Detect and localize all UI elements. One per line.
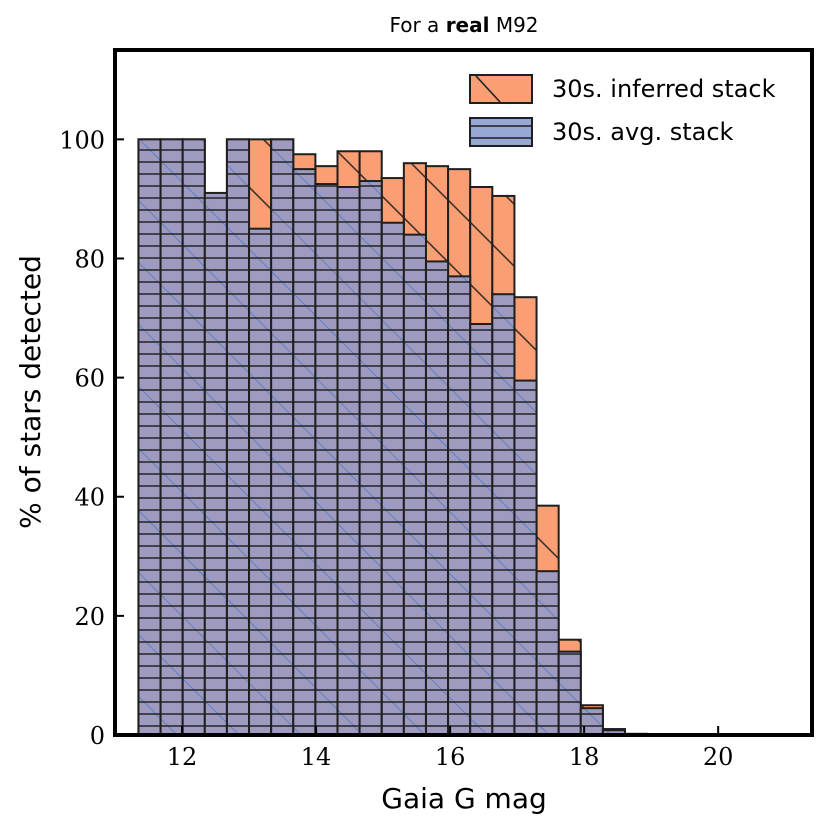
x-tick-label: 18 — [569, 743, 600, 771]
legend-hatch-avg — [470, 125, 532, 139]
bar-avg — [314, 183, 339, 737]
bar-avg — [402, 233, 427, 737]
bar-avg — [159, 138, 184, 736]
y-tick-label: 40 — [74, 484, 105, 512]
y-axis-label: % of stars detected — [14, 255, 47, 529]
chart-title: For a real M92 — [389, 13, 538, 37]
bar-avg — [513, 379, 538, 736]
bar-avg — [203, 191, 228, 736]
bar-avg — [469, 323, 494, 736]
y-tick-label: 0 — [90, 722, 105, 750]
x-tick-label: 12 — [167, 743, 198, 771]
legend-swatch-avg — [469, 117, 533, 147]
y-tick-label: 80 — [74, 245, 105, 273]
bar-avg — [225, 138, 251, 736]
bar-avg — [557, 650, 582, 737]
bar-avg — [292, 168, 317, 736]
bar-avg — [424, 260, 450, 736]
bar-avg — [358, 180, 383, 737]
legend-label-inferred: 30s. inferred stack — [552, 75, 776, 103]
bar-avg — [535, 570, 560, 737]
legend: 30s. inferred stack 30s. avg. stack — [469, 74, 776, 147]
y-tick-label: 20 — [74, 603, 105, 631]
y-axis-ticks: 0 20 40 60 80 100 — [59, 126, 124, 750]
legend-label-avg: 30s. avg. stack — [552, 118, 734, 146]
x-axis-label: Gaia G mag — [381, 782, 547, 815]
title-prefix: For a — [389, 13, 445, 37]
x-tick-label: 16 — [435, 743, 466, 771]
y-tick-label: 100 — [59, 126, 105, 154]
bar-avg — [447, 275, 472, 736]
bar-avg — [248, 227, 273, 736]
bar-avg — [270, 138, 295, 736]
plot-frame — [113, 48, 814, 737]
bar-avg — [137, 138, 162, 736]
x-tick-label: 14 — [301, 743, 332, 771]
legend-hatch-inferred — [475, 75, 501, 103]
bar-avg — [181, 138, 206, 736]
bar-avg — [579, 707, 604, 737]
bar-avg — [491, 293, 516, 736]
title-suffix: M92 — [489, 13, 538, 37]
bar-avg — [336, 186, 361, 736]
bar-avg — [380, 221, 405, 736]
title-bold: real — [446, 13, 490, 37]
y-tick-label: 60 — [74, 365, 105, 393]
x-tick-label: 20 — [703, 743, 734, 771]
x-axis-ticks: 12 14 16 18 20 — [167, 726, 734, 771]
